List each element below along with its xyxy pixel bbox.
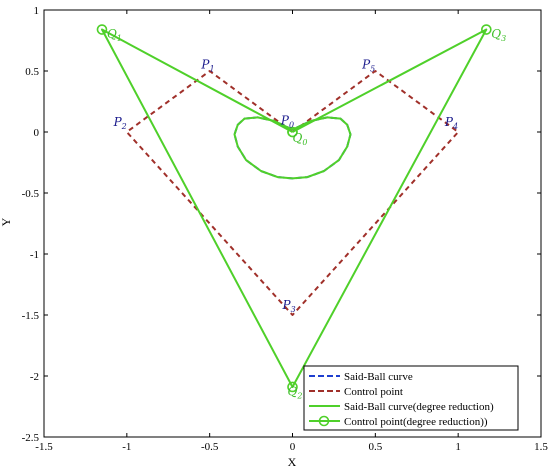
y-tick-label: -0.5 (22, 188, 40, 200)
x-axis-label: X (288, 455, 297, 469)
y-tick-label: 0.5 (25, 66, 39, 78)
x-tick-label: -1.5 (35, 441, 53, 453)
legend: Said-Ball curve Control point Said-Ball cu… (303, 365, 519, 431)
series-line-1 (125, 70, 460, 316)
point-label: P3 (282, 298, 296, 314)
x-tick-label: 1.5 (534, 441, 548, 453)
y-tick-label: -2 (30, 371, 39, 383)
y-tick-label: 0 (34, 127, 40, 139)
x-tick-label: -0.5 (201, 441, 219, 453)
point-label: P1 (200, 58, 214, 74)
y-tick-label: -1.5 (22, 310, 40, 322)
legend-label: Said-Ball curve (344, 371, 413, 383)
series-line-3 (101, 28, 488, 388)
point-label: P2 (113, 115, 127, 131)
y-axis-label: Y (0, 217, 13, 226)
point-label: P4 (444, 115, 458, 131)
legend-label: Control point(degree reduction)) (344, 416, 488, 428)
point-label: Q3 (491, 27, 506, 43)
chart-marks: P1 P2 P3 P4 P5 P0 Q1 Q2 Q3 Q0 (96, 24, 506, 401)
control-point-marker (96, 24, 108, 35)
point-label: Q0 (293, 131, 308, 147)
series-line-2 (233, 116, 352, 180)
x-tick-label: 0.5 (368, 441, 382, 453)
legend-label: Said-Ball curve(degree reduction) (344, 401, 494, 413)
axis-ticks: -1.5 -1 -0.5 0 0.5 1 1.5 -2.5 -2 -1.5 -1 -0.5 0 0.5 1 (22, 5, 549, 453)
y-tick-label: -1 (30, 249, 39, 261)
point-label: Q2 (288, 385, 303, 401)
x-tick-label: -1 (122, 441, 131, 453)
x-tick-label: 0 (290, 441, 296, 453)
legend-label: Control point (344, 386, 403, 398)
y-tick-label: -2.5 (22, 432, 40, 444)
y-tick-label: 1 (34, 5, 40, 17)
x-tick-label: 1 (455, 441, 461, 453)
legend-marker (318, 415, 330, 427)
control-point-marker (481, 24, 492, 35)
point-label: P0 (280, 114, 294, 130)
control-point-marker (287, 126, 298, 138)
point-label: P5 (361, 58, 375, 74)
control-point-marker (287, 381, 298, 393)
point-label: Q1 (107, 27, 122, 43)
